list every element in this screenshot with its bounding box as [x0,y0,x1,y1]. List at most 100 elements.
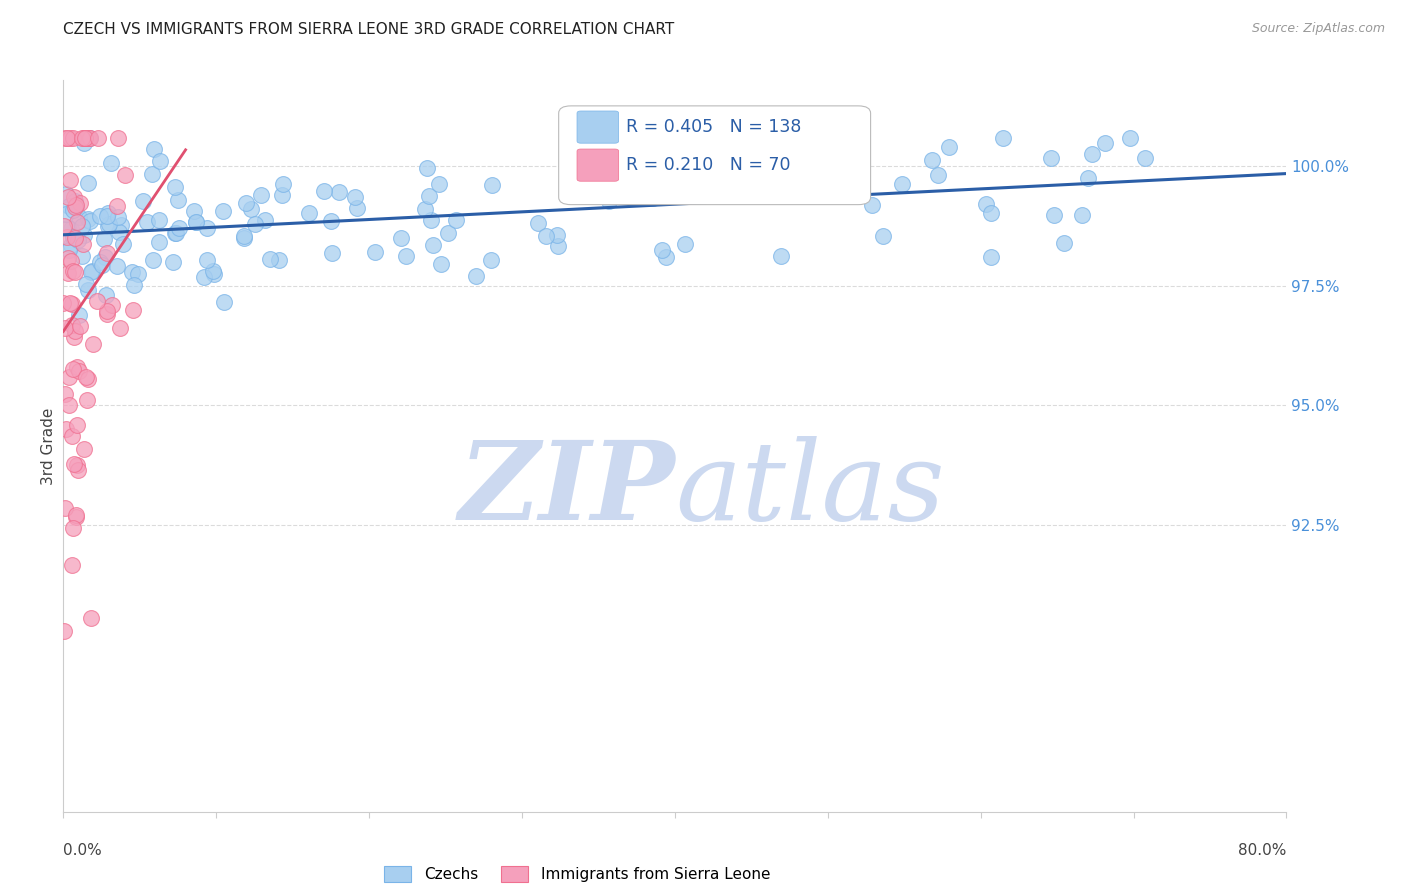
Point [63,200,86,214]
Point [93,232,115,246]
Point [122,303,145,318]
Point [56,251,79,265]
Point [149,154,172,169]
Point [67,364,90,378]
Point [481,178,503,193]
Point [56,221,79,235]
Point [186,215,208,229]
Point [938,140,960,154]
FancyBboxPatch shape [558,106,870,204]
Point [769,249,792,263]
Point [991,130,1014,145]
Point [298,205,321,219]
Point [321,245,343,260]
Point [547,239,569,253]
Point [69,196,91,211]
Point [108,225,131,239]
Point [112,237,135,252]
Point [240,202,263,217]
Point [1043,208,1066,222]
Point [259,252,281,267]
Point [785,130,807,145]
Point [166,194,188,208]
Point [536,229,558,244]
Point [58,398,80,412]
Point [75,370,97,384]
Point [82,336,104,351]
Point [107,130,129,145]
Point [422,238,444,252]
Point [63,325,86,339]
Point [96,307,118,321]
Point [62,130,84,145]
Point [1077,170,1099,185]
Point [641,191,664,205]
Point [67,233,90,247]
Point [389,230,412,244]
Point [101,297,124,311]
Point [195,220,218,235]
Point [1094,136,1116,150]
Point [927,168,949,182]
Point [55,187,77,202]
Point [107,210,129,224]
Point [1040,151,1063,165]
Point [52,624,75,638]
Point [73,227,96,242]
Text: Source: ZipAtlas.com: Source: ZipAtlas.com [1251,22,1385,36]
Point [72,236,94,251]
Point [77,130,100,145]
Point [980,250,1002,264]
Point [70,249,93,263]
Point [60,429,83,443]
Point [1052,236,1074,251]
Point [202,267,225,281]
Point [58,243,80,257]
Point [97,219,120,233]
Point [87,130,110,145]
Point [427,177,450,191]
Point [623,159,645,173]
Point [58,199,80,213]
Point [63,190,86,204]
Point [312,184,335,198]
Point [75,277,97,291]
Point [60,297,83,311]
Point [319,214,342,228]
Point [67,308,90,322]
Point [233,231,256,245]
Point [60,318,83,332]
Point [65,201,87,215]
Point [976,197,998,211]
Point [921,153,943,168]
Point [63,330,86,344]
Point [82,264,104,278]
Point [66,458,89,472]
Point [65,508,87,523]
Point [582,145,605,160]
Point [76,130,98,145]
Point [96,304,118,318]
Point [58,130,80,145]
Point [141,167,163,181]
Point [121,265,143,279]
Point [62,230,84,244]
Point [70,130,93,145]
Point [66,418,89,433]
Point [77,372,100,386]
Text: 80.0%: 80.0% [1239,843,1286,858]
Point [76,176,98,190]
Point [59,172,82,186]
Point [270,188,292,202]
Point [96,209,118,223]
Point [395,249,418,263]
Point [364,244,387,259]
Text: R = 0.405   N = 138: R = 0.405 N = 138 [626,118,801,136]
Point [162,255,184,269]
Point [651,244,673,258]
Point [143,142,166,156]
Point [250,188,273,202]
Point [243,217,266,231]
Point [62,203,84,218]
Point [420,213,443,227]
